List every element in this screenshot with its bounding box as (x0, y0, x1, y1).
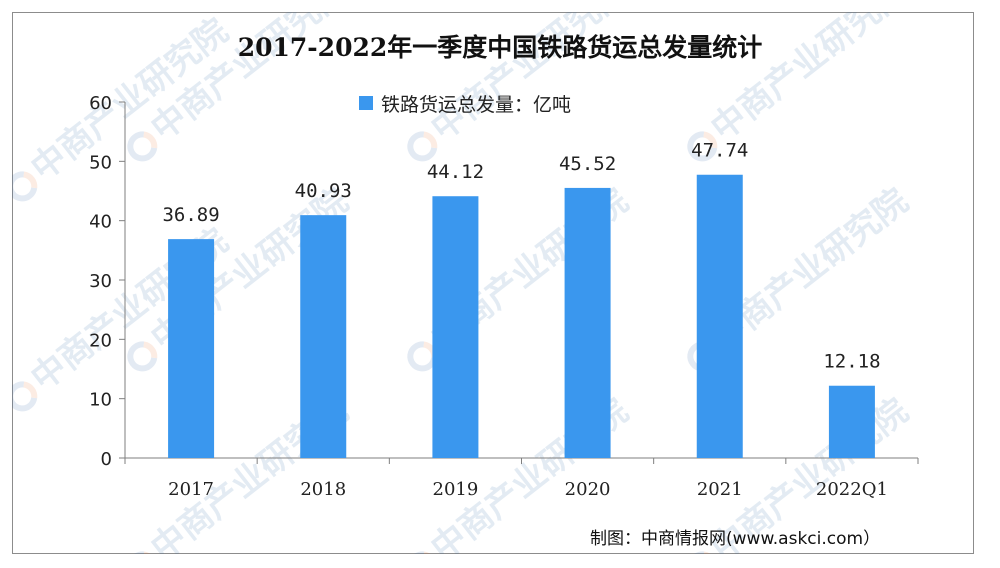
legend-swatch (359, 96, 373, 110)
data-label: 36.89 (162, 204, 219, 226)
x-tick-label: 2022Q1 (816, 479, 888, 500)
x-tick-label: 2017 (168, 479, 214, 500)
x-tick-label: 2018 (300, 479, 346, 500)
x-tick-label: 2021 (697, 479, 743, 500)
bar (168, 239, 215, 458)
bar (696, 174, 743, 458)
legend: 铁路货运总发量：亿吨 (359, 90, 571, 116)
data-label: 40.93 (295, 180, 352, 202)
bar (300, 215, 347, 458)
bar (828, 385, 875, 458)
y-tick-label: 30 (89, 271, 112, 292)
y-tick-label: 0 (101, 449, 112, 470)
data-label: 12.18 (823, 351, 880, 373)
data-label: 47.74 (691, 140, 748, 162)
data-label: 44.12 (427, 161, 484, 183)
source-credit: 制图：中商情报网(www.askci.com） (590, 529, 881, 549)
x-tick-label: 2020 (565, 479, 611, 500)
x-tick-label: 2019 (433, 479, 479, 500)
y-tick-label: 40 (89, 212, 112, 233)
data-label: 45.52 (559, 153, 616, 175)
chart-frame (12, 12, 974, 554)
y-tick-label: 50 (89, 152, 112, 173)
bar (564, 187, 611, 458)
chart-title: 2017-2022年一季度中国铁路货运总发量统计 (237, 33, 763, 62)
bar (432, 196, 479, 459)
y-tick-label: 10 (89, 390, 112, 411)
legend-label: 铁路货运总发量：亿吨 (381, 93, 572, 116)
y-tick-label: 60 (89, 93, 112, 114)
y-tick-label: 20 (89, 330, 112, 351)
